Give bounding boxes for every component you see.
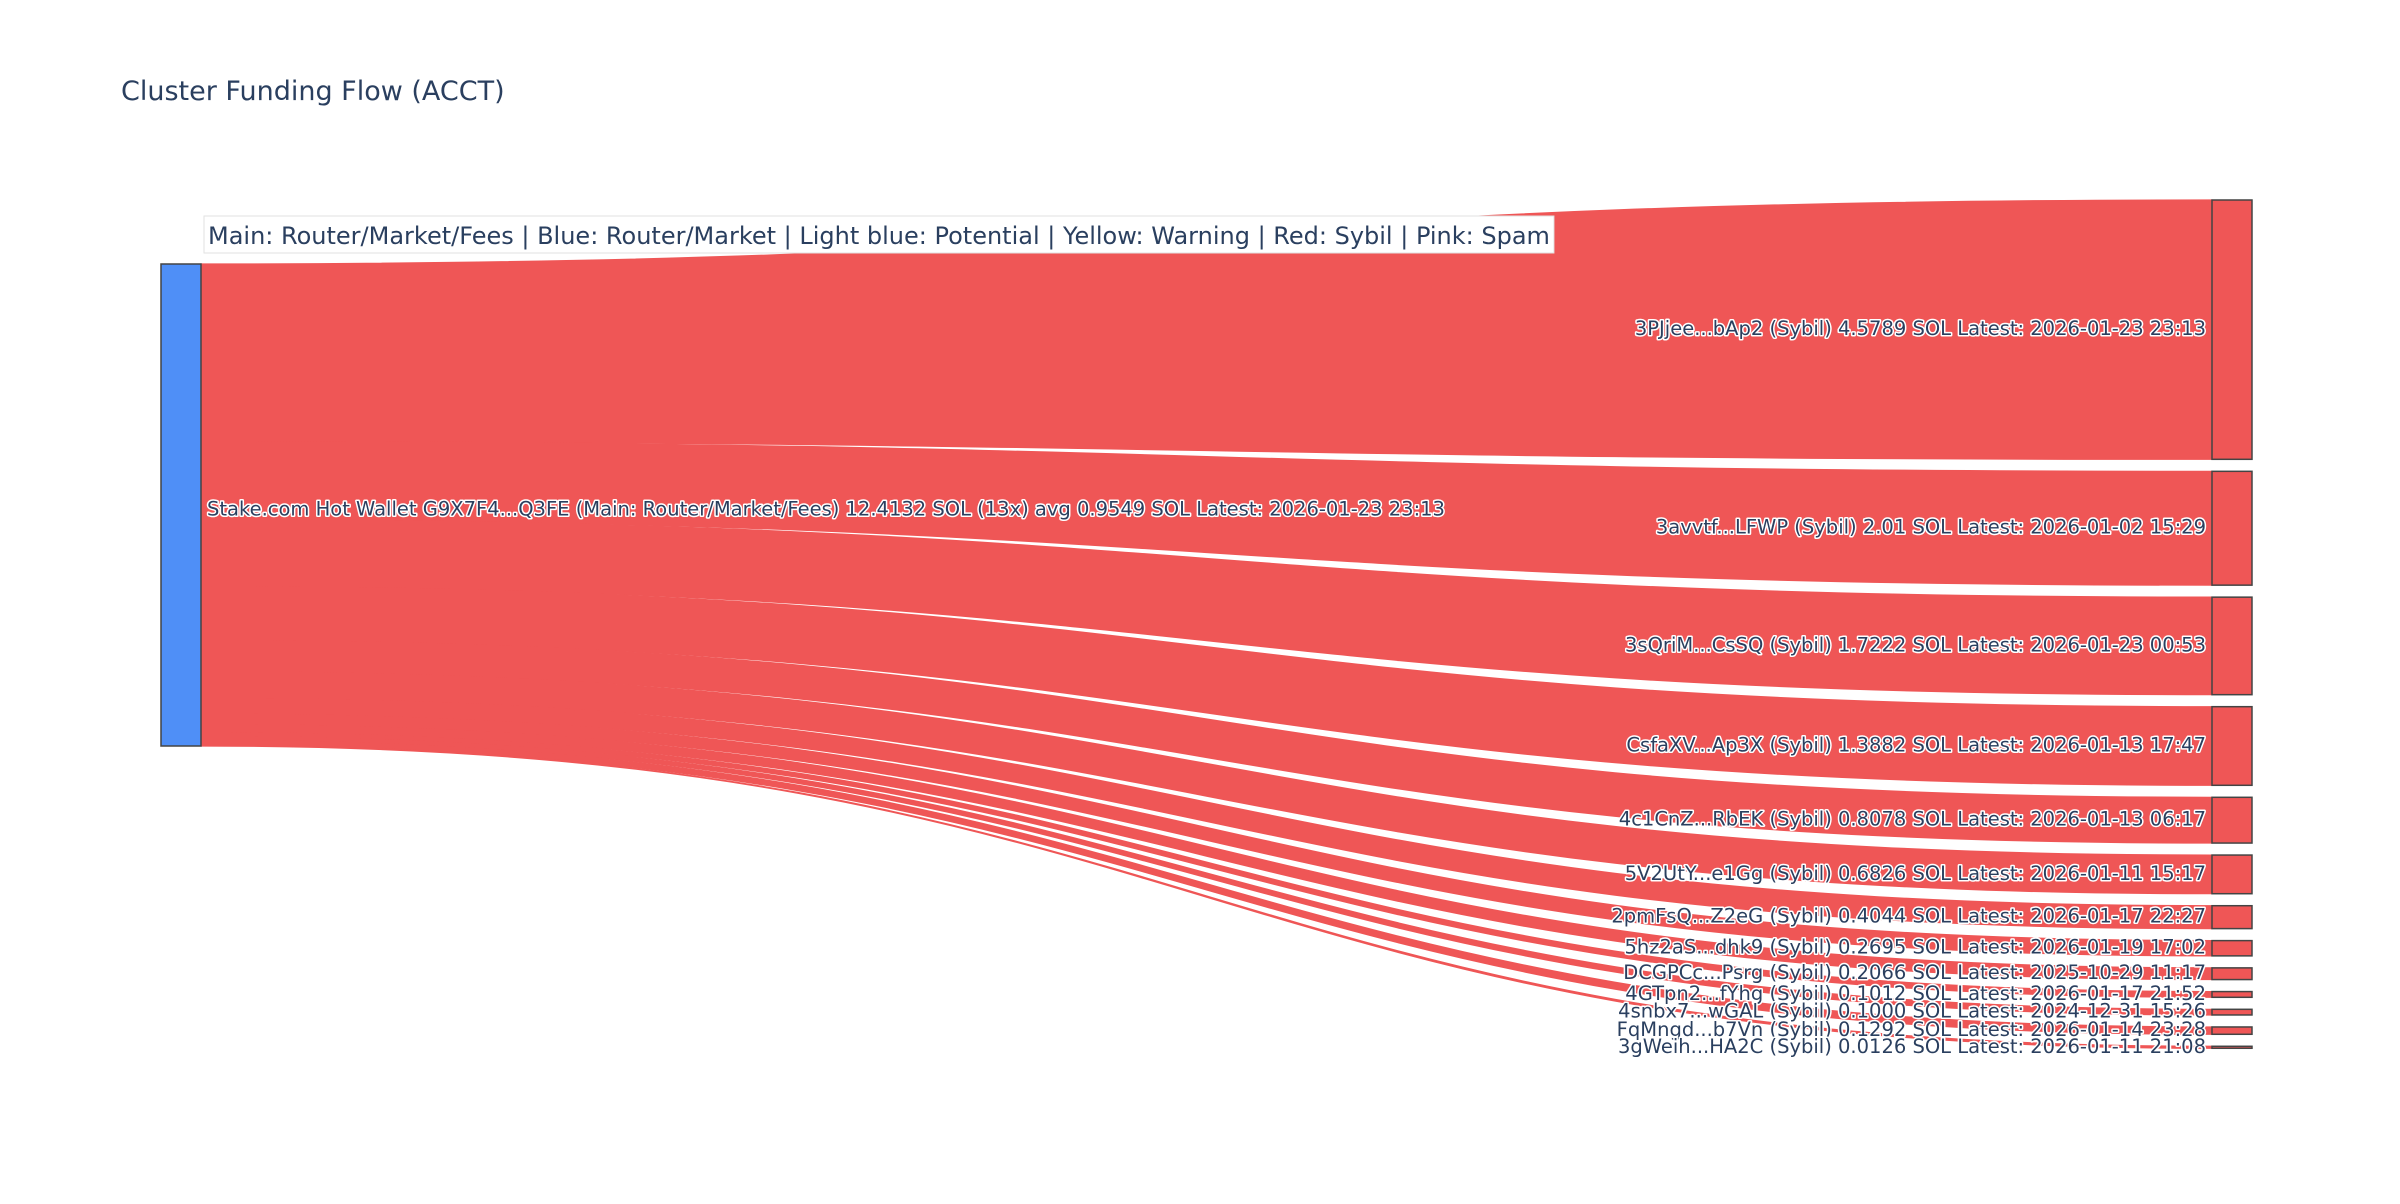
target-node-8[interactable]	[2211, 939, 2253, 957]
target-node-11[interactable]	[2211, 1008, 2253, 1016]
target-node-label-7: 2pmFsQ...Z2eG (Sybil) 0.4044 SOL Latest:…	[1611, 905, 2206, 928]
chart-title: Cluster Funding Flow (ACCT)	[121, 76, 505, 107]
target-node-13[interactable]	[2211, 1045, 2253, 1050]
target-node-label-12: FqMngd...b7Vn (Sybil) 0.1292 SOL Latest:…	[1617, 1018, 2206, 1041]
target-node-label-10: 4GTpn2...fYhg (Sybil) 0.1012 SOL Latest:…	[1625, 982, 2206, 1005]
target-node-5[interactable]	[2211, 796, 2253, 844]
labels-layer: Stake.com Hot Wallet G9X7F4...Q3FE (Main…	[206, 316, 2208, 1060]
target-node-label-9: DCGPCc...Psrg (Sybil) 0.2066 SOL Latest:…	[1623, 961, 2206, 984]
legend-background	[203, 215, 1555, 254]
legend-box: Main: Router/Market/Fees | Blue: Router/…	[203, 215, 1555, 254]
sankey-link-3[interactable]	[200, 519, 2213, 696]
source-node-label: Stake.com Hot Wallet G9X7F4...Q3FE (Main…	[207, 498, 1445, 521]
target-node-3[interactable]	[2211, 596, 2253, 696]
target-node-label-5: 4c1CnZ...RbEK (Sybil) 0.8078 SOL Latest:…	[1619, 808, 2206, 831]
target-node-12[interactable]	[2211, 1026, 2253, 1036]
target-node-label-6: 5V2UtY...e1Gg (Sybil) 0.6826 SOL Latest:…	[1625, 862, 2206, 885]
target-node-4[interactable]	[2211, 705, 2253, 787]
target-node-label-8: 5hz2aS...dhk9 (Sybil) 0.2695 SOL Latest:…	[1625, 936, 2206, 959]
target-node-label-3: 3sQriM...CsSQ (Sybil) 1.7222 SOL Latest:…	[1625, 633, 2206, 656]
target-node-9[interactable]	[2211, 967, 2253, 981]
target-node-label-13: 3gWeih...HA2C (Sybil) 0.0126 SOL Latest:…	[1618, 1035, 2206, 1058]
source-node[interactable]	[160, 263, 202, 747]
legend-text: Main: Router/Market/Fees | Blue: Router/…	[208, 222, 1550, 250]
links-layer	[200, 199, 2213, 1049]
target-node-7[interactable]	[2211, 904, 2253, 930]
target-node-label-1: 3PJjee...bAp2 (Sybil) 4.5789 SOL Latest:…	[1635, 317, 2206, 340]
target-node-label-11: 4snbx7...wGAL (Sybil) 0.1000 SOL Latest:…	[1618, 1000, 2206, 1023]
target-node-10[interactable]	[2211, 990, 2253, 999]
target-node-6[interactable]	[2211, 854, 2253, 895]
target-node-label-2: 3avvtf...LFWP (Sybil) 2.01 SOL Latest: 2…	[1656, 516, 2206, 539]
target-node-2[interactable]	[2211, 470, 2253, 586]
nodes-layer	[160, 199, 2253, 1050]
target-node-label-4: CsfaXV...Ap3X (Sybil) 1.3882 SOL Latest:…	[1626, 733, 2206, 756]
target-node-1[interactable]	[2211, 199, 2253, 461]
